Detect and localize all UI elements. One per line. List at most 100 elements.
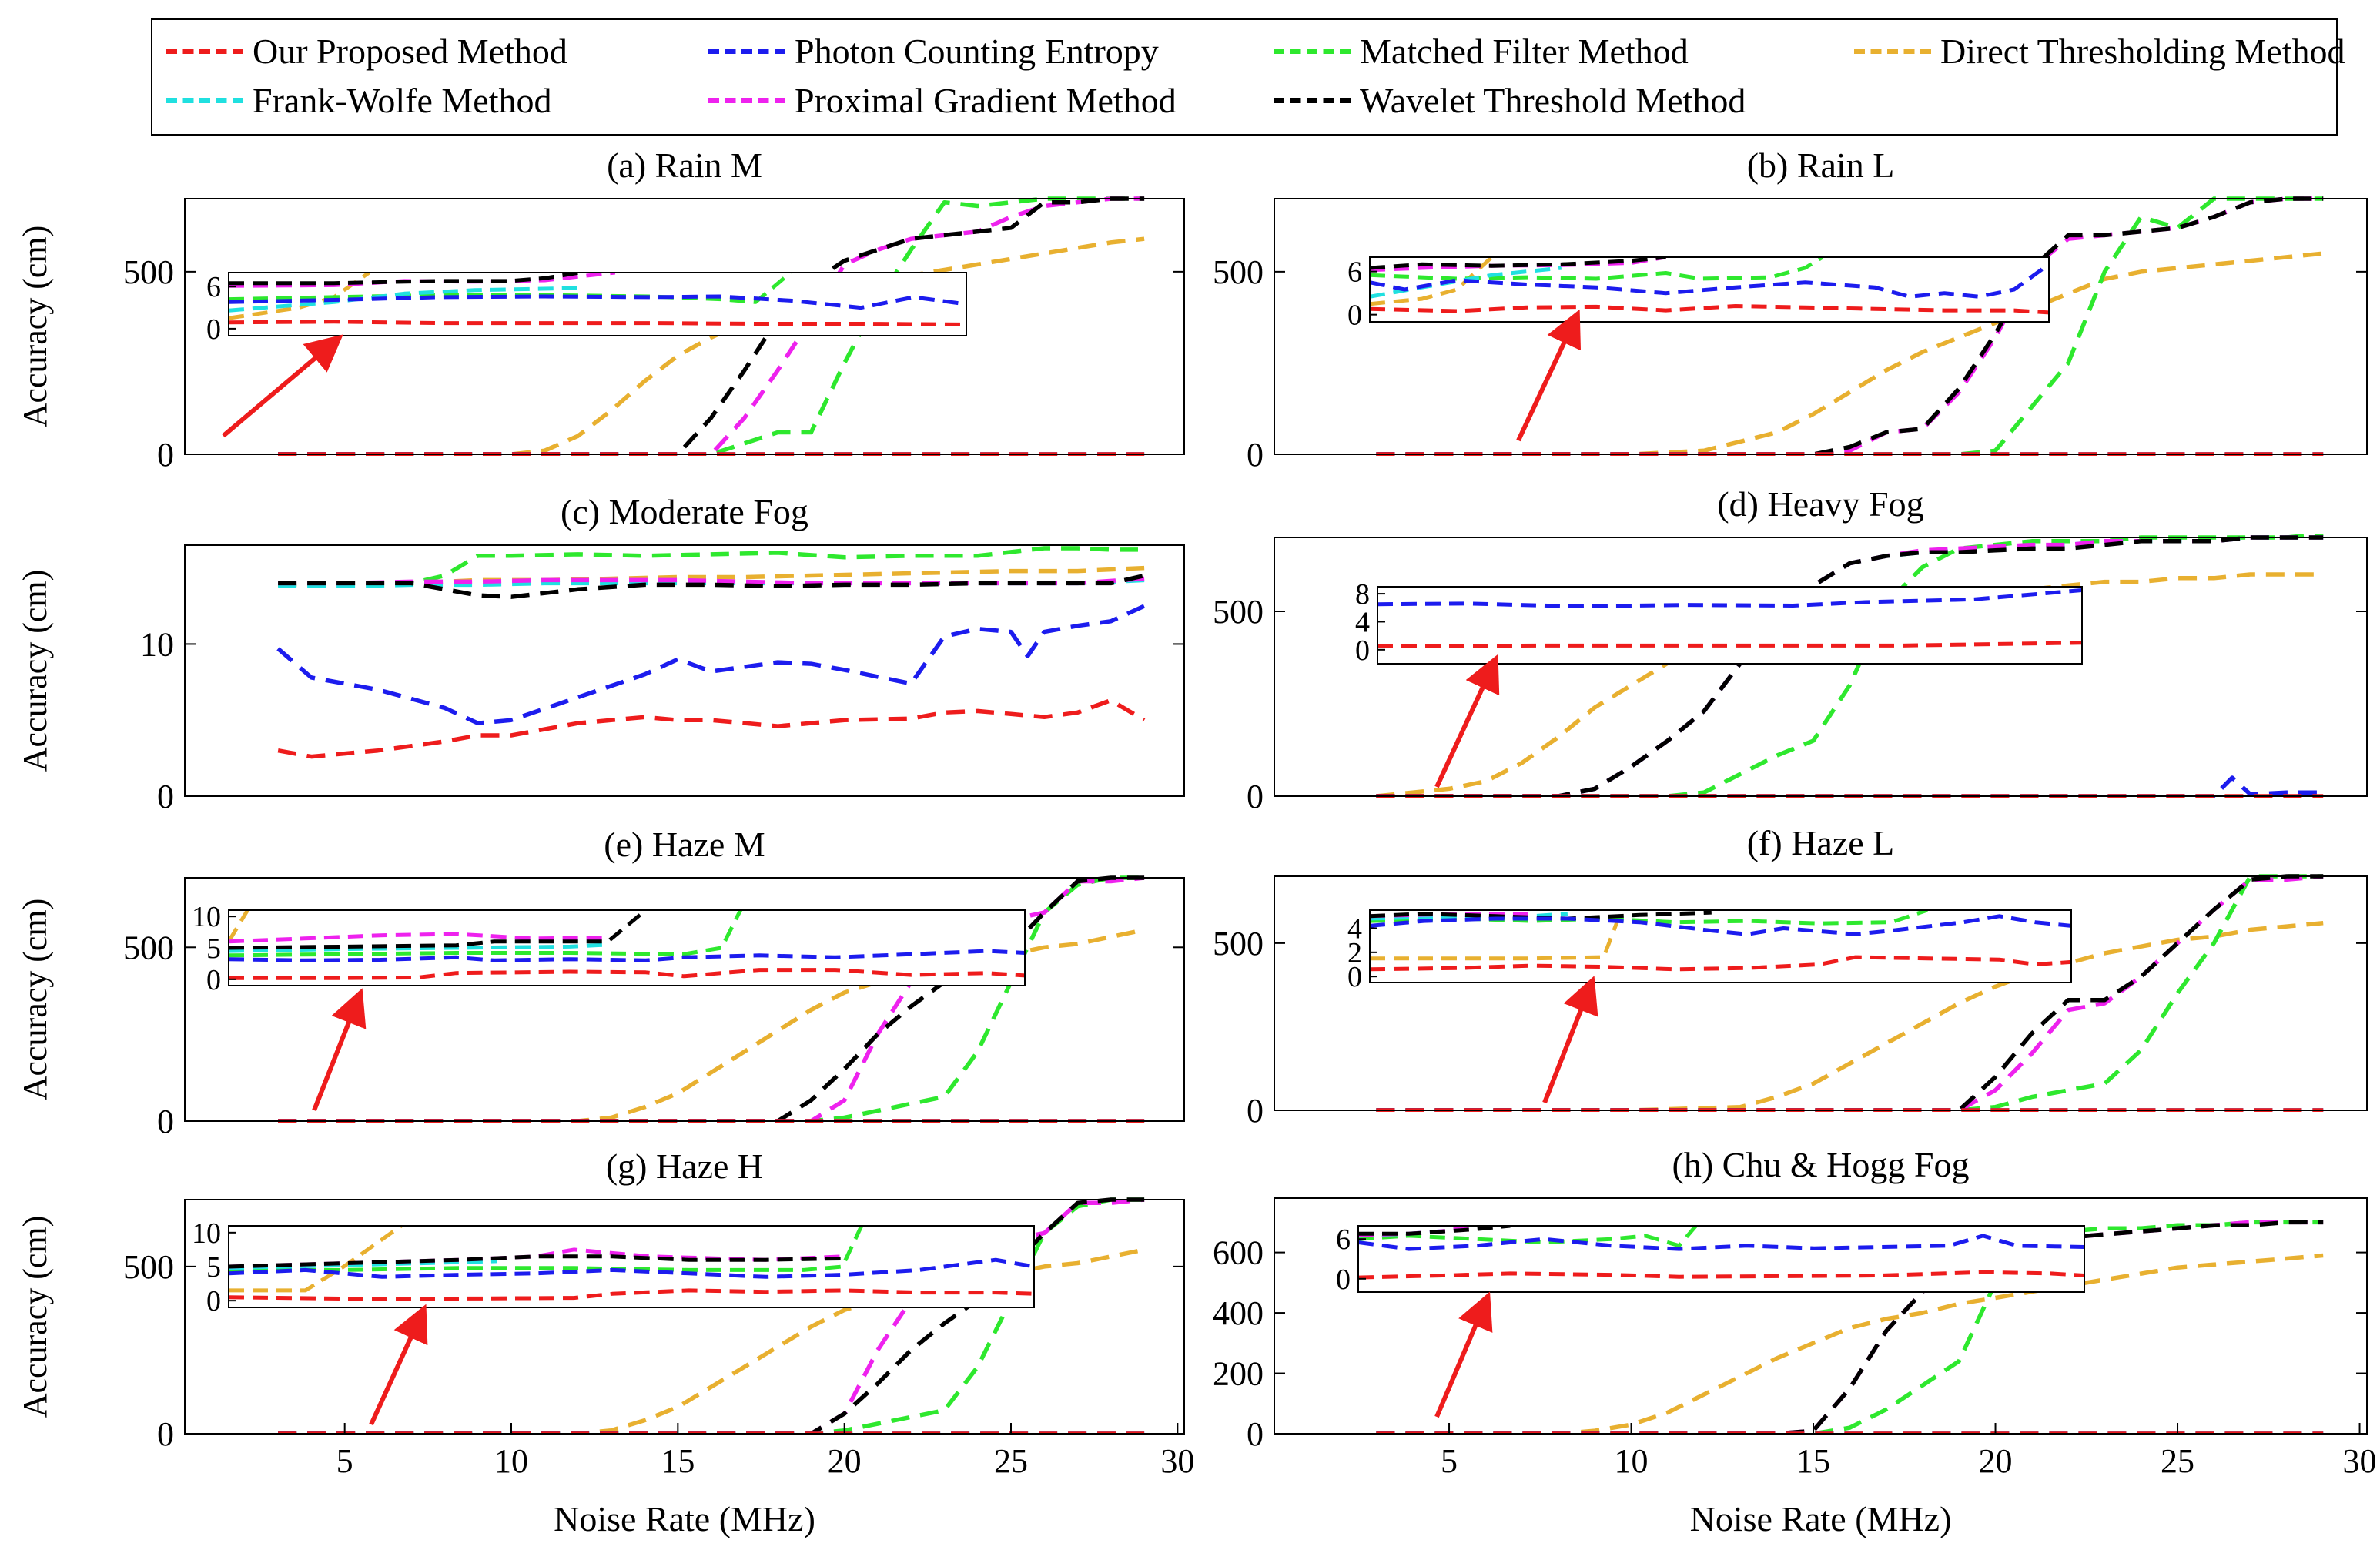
inset-y-tick-label: 6 xyxy=(1336,1224,1351,1256)
panel-title: (d) Heavy Fog xyxy=(1717,484,1923,524)
legend-label: Direct Thresholding Method xyxy=(1940,32,2345,71)
axes-frame xyxy=(1274,1197,2368,1435)
legend-label: Frank-Wolfe Method xyxy=(253,81,552,120)
inset-series-group xyxy=(229,273,966,326)
series-line xyxy=(276,604,1146,725)
series-line xyxy=(1376,196,2324,456)
inset-series-line xyxy=(1370,914,2071,936)
legend-item: Direct Thresholding Method xyxy=(1854,31,2345,72)
pointer-arrow xyxy=(1434,654,1500,788)
x-tick-label: 30 xyxy=(1160,1442,1194,1480)
axes-frame xyxy=(184,544,1185,797)
x-tick-label: 30 xyxy=(2343,1442,2377,1480)
x-tick-label: 20 xyxy=(1979,1442,2013,1480)
series-line xyxy=(278,546,1145,588)
inset-series-line xyxy=(1370,257,1824,281)
x-tick-label: 15 xyxy=(661,1442,695,1480)
pointer-arrow xyxy=(369,1304,428,1426)
inset-frame xyxy=(228,272,967,336)
series-group xyxy=(1376,534,2324,798)
inset-y-tick-label: 0 xyxy=(1347,300,1362,332)
series-line xyxy=(1376,775,2324,798)
y-tick-label: 0 xyxy=(157,1415,174,1453)
inset-series-line xyxy=(229,1226,403,1293)
inset-series-line xyxy=(229,910,648,950)
y-tick-label: 500 xyxy=(1213,925,1264,962)
pointer-arrow xyxy=(1516,309,1582,442)
inset-series-line xyxy=(229,1288,1034,1301)
legend-item: Our Proposed Method xyxy=(166,31,567,72)
series-line xyxy=(278,875,1145,1123)
series-line xyxy=(1376,921,2324,1112)
pointer-arrow xyxy=(312,988,367,1112)
inset-series-line xyxy=(1377,641,2082,648)
pointer-arrow xyxy=(1434,1291,1493,1418)
legend-label: Wavelet Threshold Method xyxy=(1360,81,1746,120)
inset-series-line xyxy=(229,932,608,944)
inset-series-line xyxy=(1370,955,2071,972)
inset-y-tick-label: 4 xyxy=(1347,913,1362,946)
inset-series-line xyxy=(229,968,1025,980)
y-axis-label: Accuracy (cm) xyxy=(16,1216,54,1418)
series-line xyxy=(1376,196,2324,456)
axes-frame xyxy=(1274,537,2368,797)
inset-y-tick-label: 0 xyxy=(1336,1264,1351,1296)
inset-series-line xyxy=(229,320,966,326)
panel-title: (a) Rain M xyxy=(607,146,762,185)
series-line xyxy=(1376,196,2324,456)
inset-y-tick-label: 0 xyxy=(1355,634,1370,667)
axes-frame xyxy=(1274,198,2368,455)
legend-swatch xyxy=(708,98,785,103)
x-tick-label: 25 xyxy=(994,1442,1028,1480)
legend-swatch xyxy=(708,49,785,54)
inset-series-line xyxy=(1370,910,1624,961)
y-tick-label: 200 xyxy=(1213,1355,1264,1393)
y-tick-label: 500 xyxy=(123,929,174,966)
inset-series-line xyxy=(229,910,742,958)
legend-label: Photon Counting Entropy xyxy=(795,32,1159,71)
y-tick-label: 500 xyxy=(1213,253,1264,291)
inset-y-tick-label: 10 xyxy=(192,901,221,933)
x-tick-label: 5 xyxy=(336,1442,353,1480)
y-tick-label: 400 xyxy=(1213,1294,1264,1332)
panel-title: (f) Haze L xyxy=(1747,823,1895,862)
inset-series-line xyxy=(1370,304,2049,315)
legend-box: Our Proposed Method Photon Counting Entro… xyxy=(151,18,2345,136)
x-axis-label: Noise Rate (MHz) xyxy=(554,1499,815,1538)
inset-series-line xyxy=(1370,257,1494,306)
series-line xyxy=(1376,1220,2324,1435)
inset-series-group xyxy=(229,1226,1034,1301)
legend-swatch xyxy=(1854,49,1931,54)
chart-panel: (c) Moderate Fog Accuracy (cm) 0 10 xyxy=(16,492,1185,815)
y-tick-label: 0 xyxy=(1247,778,1264,815)
inset-series-line xyxy=(1377,588,2082,608)
inset-y-tick-label: 2 xyxy=(1347,937,1362,969)
y-tick-label: 0 xyxy=(1247,436,1264,474)
legend-item: Proximal Gradient Method xyxy=(708,80,1177,121)
inset-y-tick-label: 5 xyxy=(206,932,221,965)
series-line xyxy=(1376,535,2324,798)
legend-label: Proximal Gradient Method xyxy=(795,81,1177,120)
inset-series-line xyxy=(229,942,608,953)
inset-series-line xyxy=(229,949,1025,962)
legend-item: Photon Counting Entropy xyxy=(708,31,1159,72)
series-line xyxy=(278,573,1145,599)
x-tick-label: 20 xyxy=(828,1442,862,1480)
series-line xyxy=(1376,572,2324,798)
inset-y-tick-label: 10 xyxy=(192,1217,221,1250)
inset-series-group xyxy=(1358,1226,2084,1280)
legend-label: Our Proposed Method xyxy=(253,32,567,71)
inset-series-line xyxy=(229,273,581,286)
panel-title: (h) Chu & Hogg Fog xyxy=(1672,1145,1970,1184)
inset-frame xyxy=(1357,1225,2085,1293)
series-line xyxy=(277,698,1146,759)
inset-y-tick-label: 6 xyxy=(206,271,221,303)
inset-frame xyxy=(1369,909,2072,983)
